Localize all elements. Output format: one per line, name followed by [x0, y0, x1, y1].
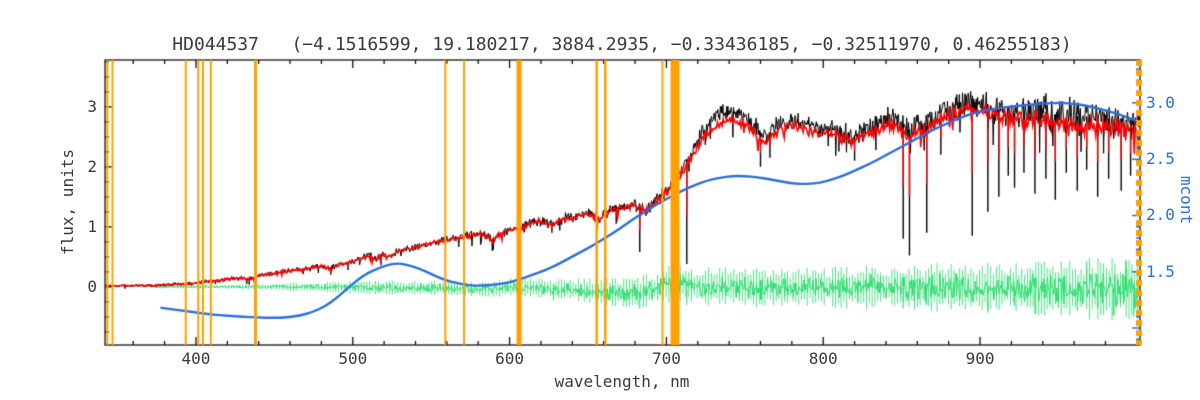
y-tick-label-right: 2.5 — [1146, 149, 1175, 169]
x-tick-label: 500 — [338, 349, 368, 368]
x-tick-label: 600 — [495, 349, 525, 368]
y-tick-label-right: 1.5 — [1146, 261, 1175, 281]
x-tick-label: 800 — [808, 349, 838, 368]
y-tick-label-left: 1 — [87, 216, 97, 236]
plot-title: HD044537 (−4.1516599, 19.180217, 3884.29… — [172, 34, 1072, 55]
x-tick-label: 900 — [965, 349, 995, 368]
y-tick-label-left: 0 — [87, 276, 97, 296]
y-tick-label-right: 3.0 — [1146, 92, 1175, 112]
y-tick-label-left: 2 — [87, 156, 97, 176]
x-axis-label: wavelength, nm — [554, 372, 690, 391]
y-tick-label-left: 3 — [87, 96, 97, 116]
y-axis-label-right: mcont — [1177, 175, 1196, 225]
x-tick-label: 400 — [181, 349, 211, 368]
x-tick-label: 700 — [651, 349, 681, 368]
y-tick-label-right: 2.0 — [1146, 205, 1175, 225]
y-axis-label-left: flux, units — [58, 149, 77, 255]
